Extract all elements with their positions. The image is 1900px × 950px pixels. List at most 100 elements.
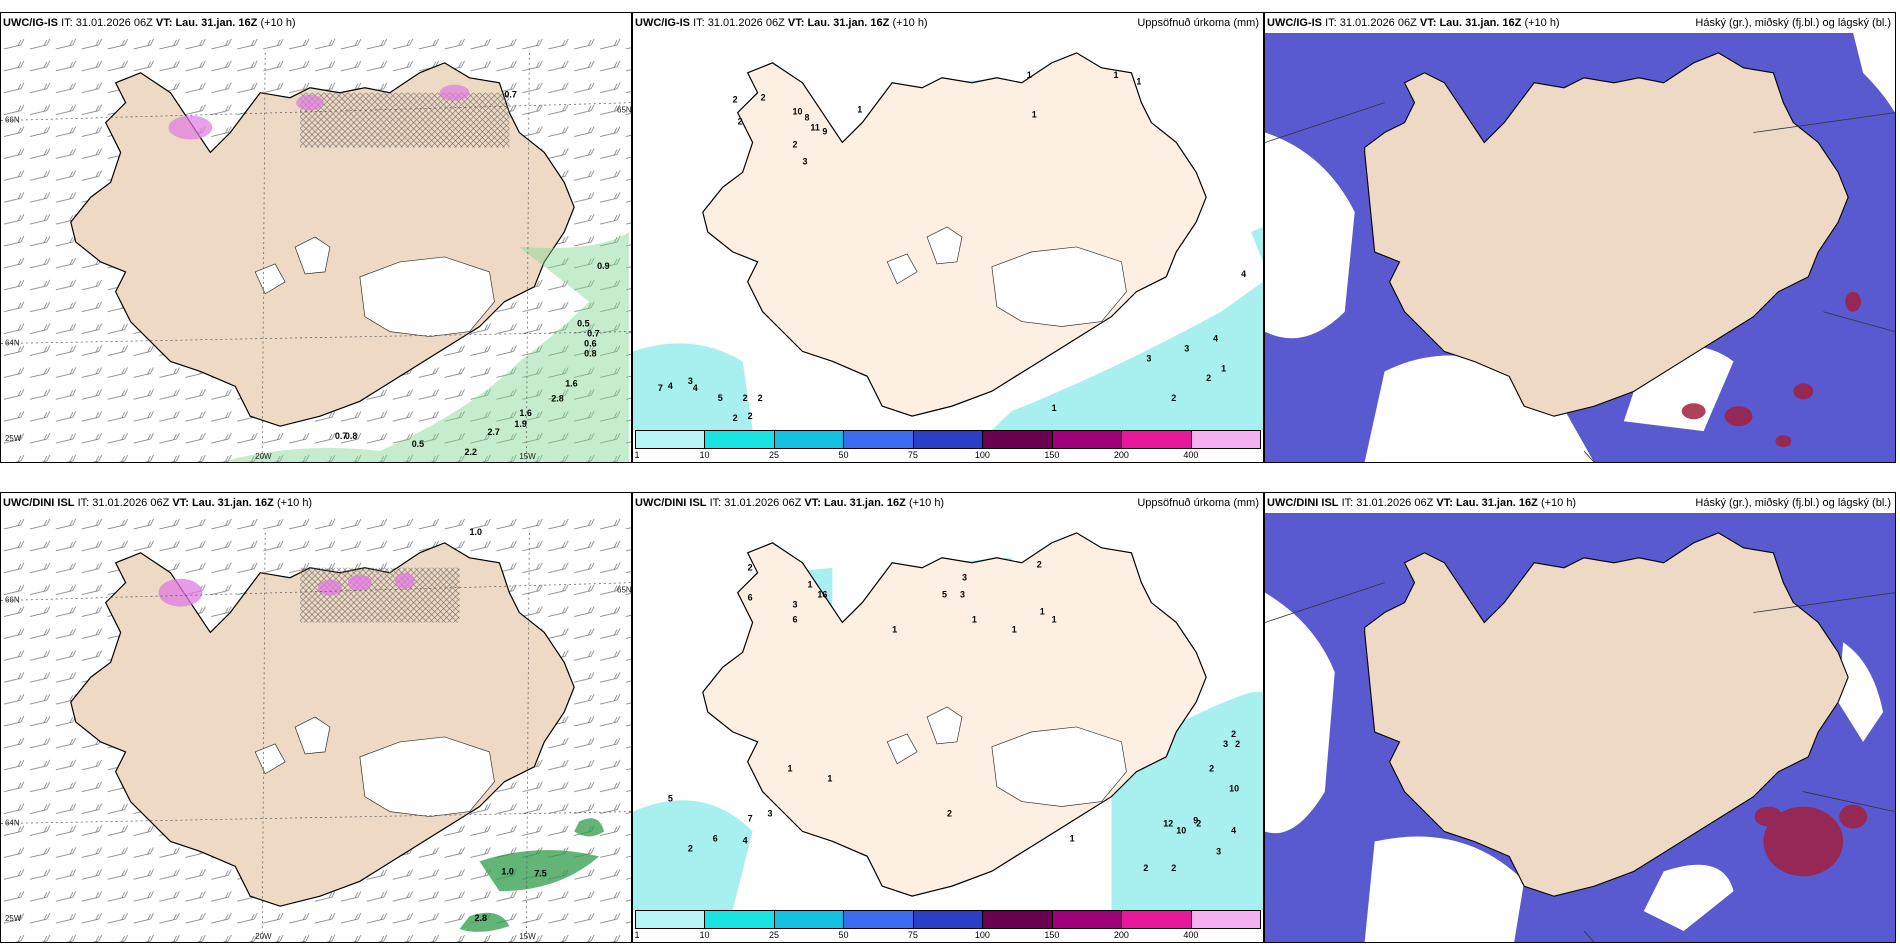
precip-values: 2 6 3 6 1 16 5 3 3 2 1 1 1 1 1 1 2 3 2 2 [668,560,1240,873]
cloud-map-panel-bottom: UWC/DINI ISL IT: 31.01.2026 06Z VT: Lau.… [1264,492,1896,943]
svg-text:4: 4 [1231,825,1236,835]
svg-text:5: 5 [668,794,673,804]
issue-time: 31.01.2026 06Z [724,497,802,509]
wind-values: 0.7 0.9 0.5 0.7 0.6 0.8 1.6 2.8 1.6 1.9 … [335,90,610,457]
precip-values: 1 2 2 2 10 8 11 9 2 3 1 1 1 1 4 4 4 3 3 … [658,70,1246,423]
svg-text:7: 7 [748,813,753,823]
cloud-map-panel-top: UWC/IG-IS IT: 31.01.2026 06Z VT: Lau. 31… [1264,12,1896,463]
svg-text:1: 1 [827,774,832,784]
cloud-map[interactable] [1265,33,1895,462]
svg-text:1: 1 [1113,70,1118,80]
svg-text:4: 4 [693,383,698,393]
wind-map-panel-top: UWC/IG-IS IT: 31.01.2026 06Z VT: Lau. 31… [0,12,632,463]
svg-text:2: 2 [733,413,738,423]
issue-time: 31.01.2026 06Z [92,497,170,509]
svg-text:3: 3 [792,600,797,610]
wind-value: 1.0 [501,866,513,876]
svg-text:3: 3 [1146,353,1151,363]
svg-text:3: 3 [1184,343,1189,353]
svg-text:1: 1 [1052,403,1057,413]
valid-time: Lau. 31.jan. 16Z [823,497,906,509]
svg-text:4: 4 [1241,269,1246,279]
wind-value: 1.6 [565,378,577,388]
svg-text:1: 1 [892,624,897,634]
valid-time: Lau. 31.jan. 16Z [191,497,274,509]
wind-map[interactable]: 66N 64N 65N 20W 15W 25W 1.0 1.0 7.5 2.8 [1,513,631,942]
svg-text:10: 10 [1176,825,1186,835]
svg-text:4: 4 [743,835,748,845]
svg-text:1: 1 [1221,363,1226,373]
wind-value: 0.7 [504,90,516,100]
valid-time: Lau. 31.jan. 16Z [1439,17,1522,29]
svg-text:6: 6 [792,614,797,624]
svg-text:11: 11 [810,123,819,133]
svg-text:3: 3 [962,573,967,583]
model-name: UWC/DINI ISL [1267,497,1339,509]
wind-value: 1.0 [470,527,482,537]
valid-time: Lau. 31.jan. 16Z [807,17,890,29]
wind-map-panel-bottom: UWC/DINI ISL IT: 31.01.2026 06Z VT: Lau.… [0,492,632,943]
lat-label-64n: 64N [5,339,20,348]
cloud-map[interactable] [1265,513,1895,942]
svg-text:3: 3 [768,808,773,818]
issue-time: 31.01.2026 06Z [1339,17,1417,29]
model-name: UWC/IG-IS [3,17,58,29]
svg-text:2: 2 [1209,764,1214,774]
svg-text:1: 1 [1027,70,1032,80]
panel-header: UWC/DINI ISL IT: 31.01.2026 06Z VT: Lau.… [633,493,1263,513]
lon-label-25w: 25W [5,914,22,923]
svg-text:1: 1 [1040,606,1045,616]
svg-text:1: 1 [1070,833,1075,843]
precip-map-panel-bottom: UWC/DINI ISL IT: 31.01.2026 06Z VT: Lau.… [632,492,1264,943]
wind-value: 0.8 [584,348,596,358]
map-title: Uppsöfnuð úrkoma (mm) [1137,17,1259,29]
svg-text:3: 3 [1216,846,1221,856]
svg-text:2: 2 [1206,373,1211,383]
model-name: UWC/IG-IS [1267,17,1322,29]
svg-text:12: 12 [1163,818,1173,828]
svg-text:1: 1 [857,105,862,115]
svg-text:2: 2 [761,93,766,103]
lon-label-25w: 25W [5,434,22,443]
wind-value: 0.7 [587,329,599,339]
svg-text:2: 2 [1171,393,1176,403]
wind-value: 0.8 [345,431,357,441]
svg-text:2: 2 [947,808,952,818]
svg-text:1: 1 [972,614,977,624]
svg-text:1: 1 [807,580,812,590]
svg-text:2: 2 [1171,863,1176,873]
panel-header: UWC/DINI ISL IT: 31.01.2026 06Z VT: Lau.… [3,497,313,509]
lat-label-64n: 64N [5,819,20,828]
svg-text:9: 9 [1193,815,1198,825]
precip-map[interactable]: 1 2 2 2 10 8 11 9 2 3 1 1 1 1 4 4 4 3 3 … [633,33,1263,430]
wind-value: 0.6 [584,339,596,349]
svg-text:3: 3 [802,156,807,166]
wind-map[interactable]: 66N 64N 65N 20W 15W 25W 0.7 0.9 0.5 0.7 … [1,33,631,462]
wind-value: 2.2 [465,447,477,457]
svg-text:2: 2 [792,139,797,149]
wind-value: 7.5 [534,868,546,878]
glacier-langjokull [294,236,331,275]
glacier-hofsjokull [254,263,286,295]
svg-text:9: 9 [822,126,827,136]
svg-text:3: 3 [1223,739,1228,749]
map-title: Uppsöfnuð úrkoma (mm) [1137,497,1259,509]
precip-map[interactable]: 2 6 3 6 1 16 5 3 3 2 1 1 1 1 1 1 2 3 2 2 [633,513,1263,910]
lat-label-66n: 66N [5,116,20,125]
wind-value: 1.6 [519,408,531,418]
panel-header: UWC/IG-IS IT: 31.01.2026 06Z VT: Lau. 31… [3,17,296,29]
lat-label-66n: 66N [5,596,20,605]
svg-text:2: 2 [733,95,738,105]
colorbar: 1 10 25 50 75 100 150 200 400 [634,430,1261,460]
svg-text:3: 3 [960,590,965,600]
lat-label-right: 65N [617,586,631,595]
svg-text:2: 2 [748,411,753,421]
svg-text:2: 2 [1235,739,1240,749]
lon-label-20w: 20W [255,452,272,461]
svg-text:1: 1 [1136,77,1141,87]
svg-text:4: 4 [668,381,673,391]
svg-text:2: 2 [748,563,753,573]
precip-map-panel-top: UWC/IG-IS IT: 31.01.2026 06Z VT: Lau. 31… [632,12,1264,463]
wind-value: 0.7 [335,431,347,441]
lon-label-15w: 15W [519,452,536,461]
